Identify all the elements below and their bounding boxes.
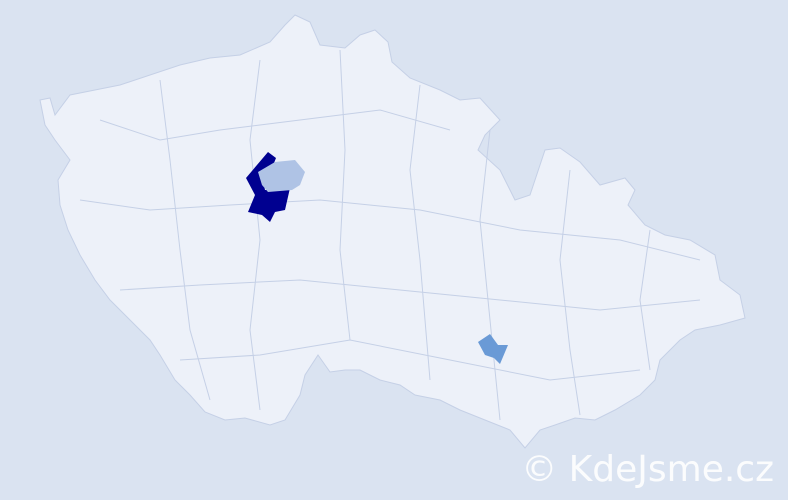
district-highlight-light [258, 160, 305, 192]
district-highlight-mid [478, 334, 508, 364]
watermark: © KdeJsme.cz [521, 449, 774, 490]
district-borders [79, 49, 701, 421]
district-highlight-dark [246, 152, 290, 222]
country-outline [39, 14, 746, 449]
